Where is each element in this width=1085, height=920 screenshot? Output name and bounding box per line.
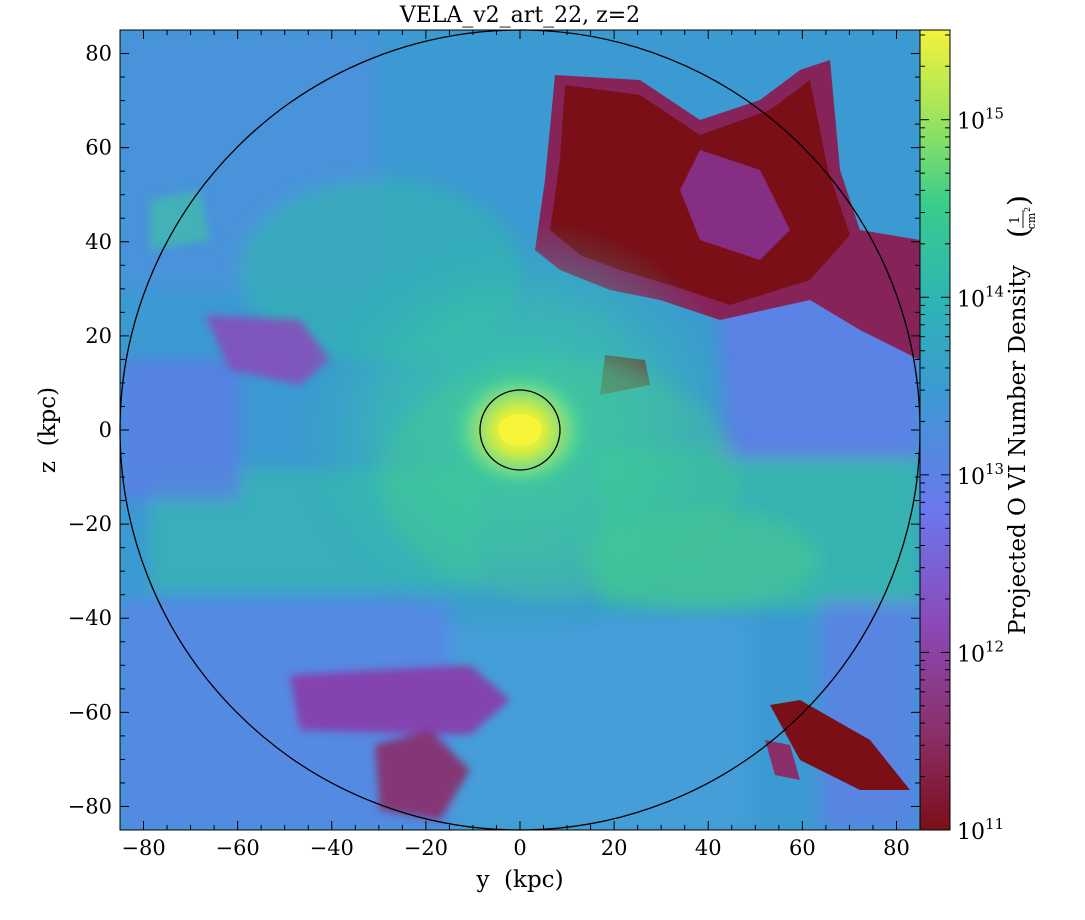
x-tick-label: 80 xyxy=(883,836,910,860)
x-tick-label: 40 xyxy=(695,836,722,860)
y-axis-label: z (kpc) xyxy=(35,387,61,473)
colorbar-tick-label: 1011 xyxy=(957,815,1004,845)
y-tick-label: 0 xyxy=(99,418,112,442)
colorbar-tick-label: 1015 xyxy=(957,105,1004,135)
y-tick-label: 20 xyxy=(85,324,112,348)
colorbar-ticks: 1011 1012 1013 1014 1015 xyxy=(920,34,1004,845)
y-tick-label: 60 xyxy=(85,136,112,160)
heatmap-image xyxy=(120,30,920,830)
x-tick-label: −20 xyxy=(404,836,448,860)
colorbar xyxy=(919,29,951,831)
x-tick-label: −60 xyxy=(215,836,259,860)
colorbar-tick-label: 1012 xyxy=(957,637,1004,667)
inner-radius-circle xyxy=(479,389,561,471)
x-tick-label: 0 xyxy=(513,836,526,860)
colorbar-label: Projected O VI Number Density xyxy=(1005,265,1031,635)
colorbar-title: Projected O VI Number Density ( 1 cm 2 ) xyxy=(1002,195,1038,635)
chart-title: VELA_v2_art_22, z=2 xyxy=(399,3,640,28)
x-tick-label: 20 xyxy=(601,836,628,860)
y-tick-label: −60 xyxy=(68,700,112,724)
colorbar-unit-open-paren: ( xyxy=(1002,227,1035,238)
y-tick-label: −20 xyxy=(68,512,112,536)
colorbar-tick-label: 1013 xyxy=(957,460,1004,490)
x-tick-label: −40 xyxy=(310,836,354,860)
y-tick-label: 40 xyxy=(85,230,112,254)
colorbar-unit-power: 2 xyxy=(1023,207,1032,212)
colorbar-tick-label: 1014 xyxy=(957,282,1004,312)
y-tick-label: −40 xyxy=(68,606,112,630)
colorbar-unit-close-paren: ) xyxy=(1002,195,1035,206)
colorbar-unit-numerator: 1 xyxy=(1008,216,1023,224)
x-tick-label: −80 xyxy=(121,836,165,860)
x-axis-ticks: −80 −60 −40 −20 0 20 40 60 80 xyxy=(119,30,921,860)
x-axis-label: y (kpc) xyxy=(475,867,563,893)
y-tick-label: 80 xyxy=(85,42,112,66)
colorbar-unit-denominator: cm xyxy=(1025,212,1038,229)
x-tick-label: 60 xyxy=(789,836,816,860)
y-tick-label: −80 xyxy=(68,794,112,818)
y-axis-ticks: −80 −60 −40 −20 0 20 40 60 80 xyxy=(68,29,920,831)
